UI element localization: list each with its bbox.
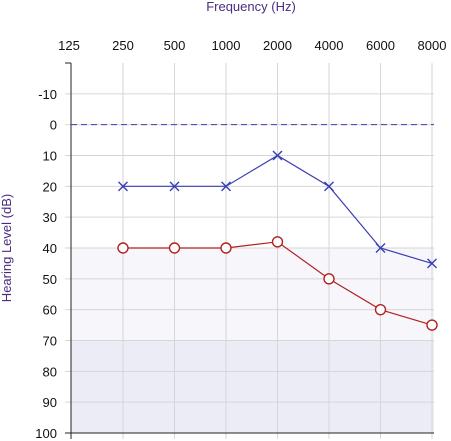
- series-x-point-2000-stroke-b: [272, 150, 283, 161]
- hearing-level-bands: [71, 248, 434, 433]
- y-tick-label-40: 40: [43, 241, 57, 256]
- series-x-point-2000: [272, 150, 283, 161]
- axes: [65, 62, 434, 439]
- y-tick-label-60: 60: [43, 303, 57, 318]
- series-x-point-8000: [427, 258, 437, 269]
- y-tick-label-90: 90: [43, 395, 57, 410]
- series-x-point-500: [169, 181, 180, 192]
- series-layer: [117, 150, 438, 331]
- series-x-point-8000-stroke-b: [427, 258, 437, 269]
- series-x-point-250-stroke-b: [118, 181, 128, 192]
- x-tick-label-8000: 8000: [418, 38, 447, 53]
- series-x-point-6000-stroke-b: [375, 243, 386, 253]
- x-tick-label-4000: 4000: [315, 38, 344, 53]
- x-tick-label-250: 250: [112, 38, 134, 53]
- series-x-point-6000: [375, 243, 386, 253]
- x-tick-label-125: 125: [58, 38, 80, 53]
- series-o-point-1000: [220, 242, 232, 254]
- series-o-point-4000: [323, 273, 335, 285]
- y-tick-labels: -10 0 10 20 30 40 50 60 70 80 90 100: [35, 87, 57, 441]
- y-tick-label-70: 70: [43, 334, 57, 349]
- series-o-point-250: [117, 242, 129, 254]
- series-x-point-1000-stroke-b: [221, 181, 231, 192]
- y-tick-label-10: 10: [43, 149, 57, 164]
- x-tick-label-2000: 2000: [263, 38, 292, 53]
- series-x-point-1000: [221, 181, 231, 192]
- series-x-point-4000-stroke-b: [324, 181, 334, 192]
- y-tick-label-0: 0: [50, 118, 57, 133]
- x-tick-label-1000: 1000: [212, 38, 241, 53]
- y-tick-label-100: 100: [35, 426, 57, 441]
- series-x-point-250: [118, 181, 128, 192]
- series-o-point-6000: [374, 303, 387, 316]
- x-tick-label-500: 500: [164, 38, 186, 53]
- y-tick-label--10: -10: [38, 87, 57, 102]
- series-o-point-500: [168, 242, 181, 254]
- series-x-point-4000: [324, 181, 334, 192]
- y-tick-label-20: 20: [43, 179, 57, 194]
- band-40-70: [71, 248, 434, 341]
- y-tick-label-80: 80: [43, 364, 57, 379]
- y-axis-title: Hearing Level (dB): [0, 194, 14, 302]
- band-70-100: [71, 340, 434, 433]
- x-tick-labels: 125 250 500 1000 2000 4000 6000 8000: [58, 38, 446, 53]
- series-o-point-8000: [426, 319, 438, 331]
- x-axis-title: Frequency (Hz): [206, 0, 296, 14]
- series-o-point-2000: [271, 236, 284, 248]
- x-tick-label-6000: 6000: [366, 38, 395, 53]
- y-tick-label-30: 30: [43, 210, 57, 225]
- y-tick-label-50: 50: [43, 272, 57, 287]
- series-x-point-500-stroke-b: [169, 181, 180, 192]
